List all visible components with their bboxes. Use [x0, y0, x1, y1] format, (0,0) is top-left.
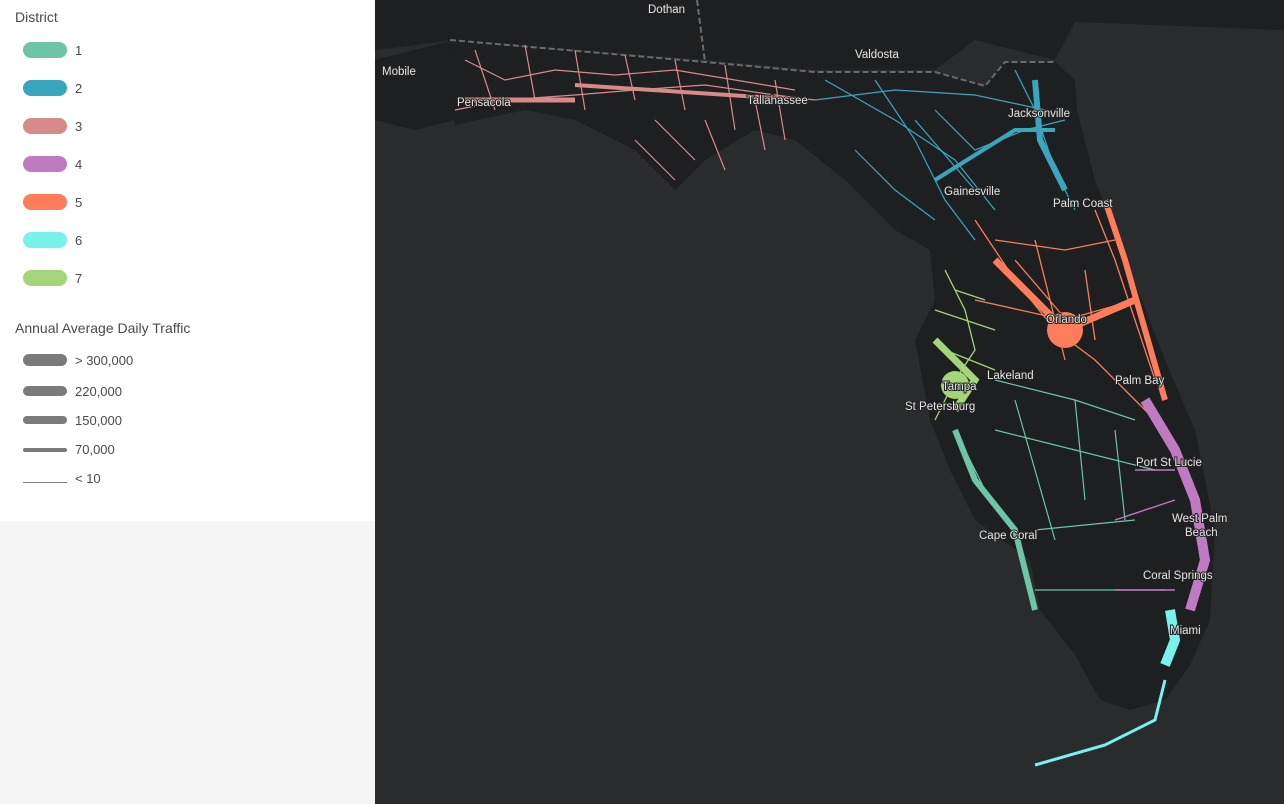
city-label-jacksonville: Jacksonville [1008, 108, 1070, 120]
city-label-orlando: Orlando [1046, 314, 1087, 326]
city-label-coral-springs: Coral Springs [1143, 570, 1213, 582]
city-label-west-palm-beach: Beach [1185, 527, 1218, 539]
district-label: 2 [75, 81, 83, 96]
city-label-palm-bay: Palm Bay [1115, 375, 1164, 387]
district-swatch [23, 42, 67, 58]
city-label-miami: Miami [1170, 625, 1201, 637]
district-swatch [23, 194, 67, 210]
legend-item-district-2: 2 [23, 78, 323, 102]
traffic-label: 70,000 [75, 442, 115, 457]
city-label-pensacola: Pensacola [457, 97, 511, 109]
legend-panel: District 1 2 3 4 5 6 7 Annual Average Da… [0, 0, 375, 521]
georgia-border-line [696, 0, 706, 63]
traffic-label: < 10 [75, 471, 101, 486]
city-label-tallahassee: Tallahassee [747, 95, 808, 107]
district-4-roads [1114, 397, 1211, 612]
city-label-port-st-lucie: Port St Lucie [1136, 457, 1202, 469]
city-label-st-petersburg: St Petersburg [905, 401, 975, 413]
legend-item-traffic-10: < 10 [23, 468, 323, 492]
district-label: 5 [75, 195, 83, 210]
city-label-gainesville: Gainesville [944, 186, 1000, 198]
traffic-line-swatch [23, 448, 67, 452]
map-canvas[interactable]: Dothan Valdosta Mobile Pensacola Tallaha… [375, 0, 1284, 804]
district-swatch [23, 156, 67, 172]
city-label-mobile: Mobile [382, 66, 416, 78]
sidebar-empty-area [0, 521, 375, 804]
traffic-label: 220,000 [75, 384, 122, 399]
traffic-label: 150,000 [75, 413, 122, 428]
city-label-valdosta: Valdosta [855, 49, 900, 61]
legend-item-district-4: 4 [23, 154, 323, 178]
district-label: 7 [75, 271, 83, 286]
district-6-roads [1034, 609, 1181, 767]
district-label: 1 [75, 43, 83, 58]
district-5-roads [974, 199, 1168, 421]
district-7-roads [932, 269, 996, 421]
district-swatch [23, 232, 67, 248]
traffic-line-swatch [23, 386, 67, 396]
city-label-cape-coral: Cape Coral [979, 530, 1037, 542]
legend-item-district-1: 1 [23, 40, 323, 64]
legend-item-district-5: 5 [23, 192, 323, 216]
traffic-label: > 300,000 [75, 353, 134, 368]
traffic-line-swatch [23, 354, 67, 366]
florida-land [450, 40, 1215, 710]
legend-item-district-6: 6 [23, 230, 323, 254]
district-swatch [23, 80, 67, 96]
traffic-line-swatch [23, 482, 67, 483]
city-label-palm-coast: Palm Coast [1053, 198, 1113, 210]
alabama-georgia-land [375, 0, 1284, 70]
district-2-roads [814, 69, 1076, 241]
district-label: 4 [75, 157, 83, 172]
city-labels: Dothan Valdosta Mobile Pensacola Tallaha… [381, 3, 1228, 638]
legend-item-traffic-150000: 150,000 [23, 410, 323, 434]
traffic-legend-title: Annual Average Daily Traffic [15, 320, 191, 336]
district-legend-title: District [15, 9, 58, 25]
mobile-bay-land [375, 40, 455, 130]
city-label-dothan: Dothan [648, 4, 685, 16]
district-label: 3 [75, 119, 83, 134]
land-masses [375, 0, 1284, 710]
legend-item-district-3: 3 [23, 116, 323, 140]
map-view[interactable]: Dothan Valdosta Mobile Pensacola Tallaha… [375, 0, 1284, 804]
district-3-roads [454, 44, 816, 181]
district-swatch [23, 270, 67, 286]
district-label: 6 [75, 233, 83, 248]
city-label-west-palm: West Palm [1172, 513, 1227, 525]
traffic-line-swatch [23, 416, 67, 424]
city-label-lakeland: Lakeland [987, 370, 1034, 382]
legend-item-district-7: 7 [23, 268, 323, 292]
city-label-tampa: Tampa [942, 381, 977, 393]
district-swatch [23, 118, 67, 134]
legend-item-traffic-220000: 220,000 [23, 381, 323, 405]
legend-item-traffic-300000: > 300,000 [23, 350, 323, 374]
state-border-line [449, 39, 1055, 88]
legend-item-traffic-70000: 70,000 [23, 439, 323, 463]
